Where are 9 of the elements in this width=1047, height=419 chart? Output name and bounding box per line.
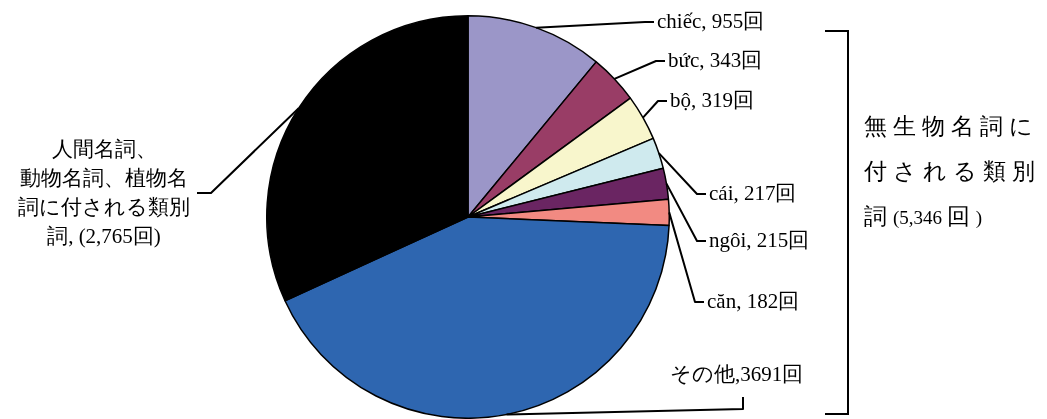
slice-label: cái, 217回 <box>709 180 797 205</box>
slice-label: ngôi, 215回 <box>709 227 810 252</box>
slice-label: bộ, 319回 <box>670 87 754 112</box>
slice-label: bức, 343回 <box>668 47 763 72</box>
slice-label: chiếc, 955回 <box>657 8 765 33</box>
text: 無生物名詞に付される類別詞(5,346 回) <box>864 113 1041 229</box>
slice-label: căn, 182回 <box>707 288 800 313</box>
slice-label: 人間名詞、動物名詞、植物名詞に付される類別詞, (2,765回) <box>18 136 190 248</box>
slice-label: その他,3691回 <box>670 361 804 386</box>
